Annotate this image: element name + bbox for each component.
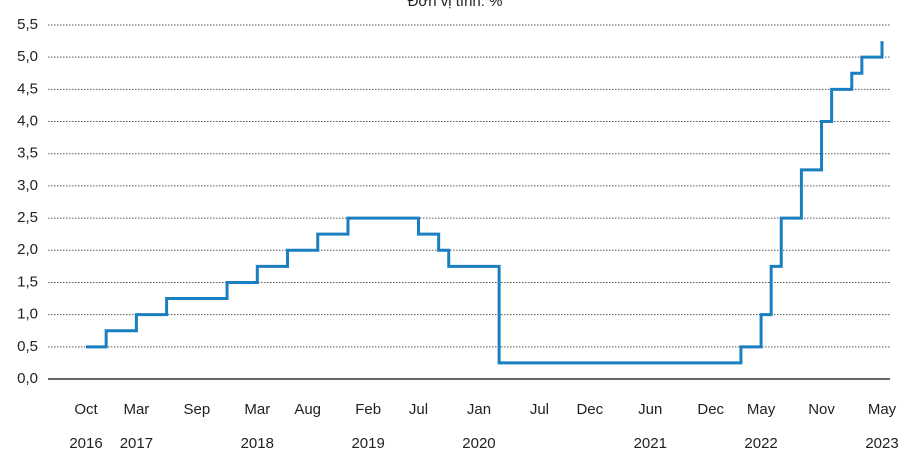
y-tick-label: 4,0 xyxy=(17,113,38,130)
x-tick-label: Oct xyxy=(74,401,98,418)
step-line xyxy=(86,41,884,365)
y-tick-label: 1,0 xyxy=(17,306,38,323)
x-tick-year: 2019 xyxy=(351,435,384,452)
y-tick-label: 5,5 xyxy=(17,16,38,33)
x-tick-label: May xyxy=(868,401,897,418)
x-tick-year: 2016 xyxy=(69,435,102,452)
x-tick-year: 2018 xyxy=(241,435,274,452)
y-tick-label: 0,5 xyxy=(17,338,38,355)
x-tick-label: Nov xyxy=(808,401,835,418)
x-tick-label: Mar xyxy=(123,401,149,418)
y-tick-label: 5,0 xyxy=(17,48,38,65)
x-tick-label: Jan xyxy=(467,401,491,418)
x-tick-label: Feb xyxy=(355,401,381,418)
x-tick-year: 2022 xyxy=(744,435,777,452)
y-tick-label: 1,5 xyxy=(17,273,38,290)
x-tick-year: 2017 xyxy=(120,435,153,452)
chart-title: Đơn vị tính: % xyxy=(408,0,503,10)
x-tick-label: Dec xyxy=(697,401,724,418)
x-tick-label: Dec xyxy=(576,401,603,418)
x-tick-label: Jun xyxy=(638,401,662,418)
x-tick-year: 2023 xyxy=(865,435,898,452)
x-tick-year: 2021 xyxy=(634,435,667,452)
x-tick-label: May xyxy=(747,401,776,418)
y-tick-label: 3,5 xyxy=(17,145,38,162)
x-tick-label: Aug xyxy=(294,401,321,418)
y-tick-label: 2,0 xyxy=(17,241,38,258)
x-tick-label: Sep xyxy=(183,401,210,418)
y-tick-label: 2,5 xyxy=(17,209,38,226)
x-tick-year: 2020 xyxy=(462,435,495,452)
x-tick-label: Mar xyxy=(244,401,270,418)
x-tick-label: Jul xyxy=(409,401,428,418)
y-tick-label: 0,0 xyxy=(17,370,38,387)
y-tick-label: 4,5 xyxy=(17,80,38,97)
x-tick-label: Jul xyxy=(530,401,549,418)
y-tick-label: 3,0 xyxy=(17,177,38,194)
